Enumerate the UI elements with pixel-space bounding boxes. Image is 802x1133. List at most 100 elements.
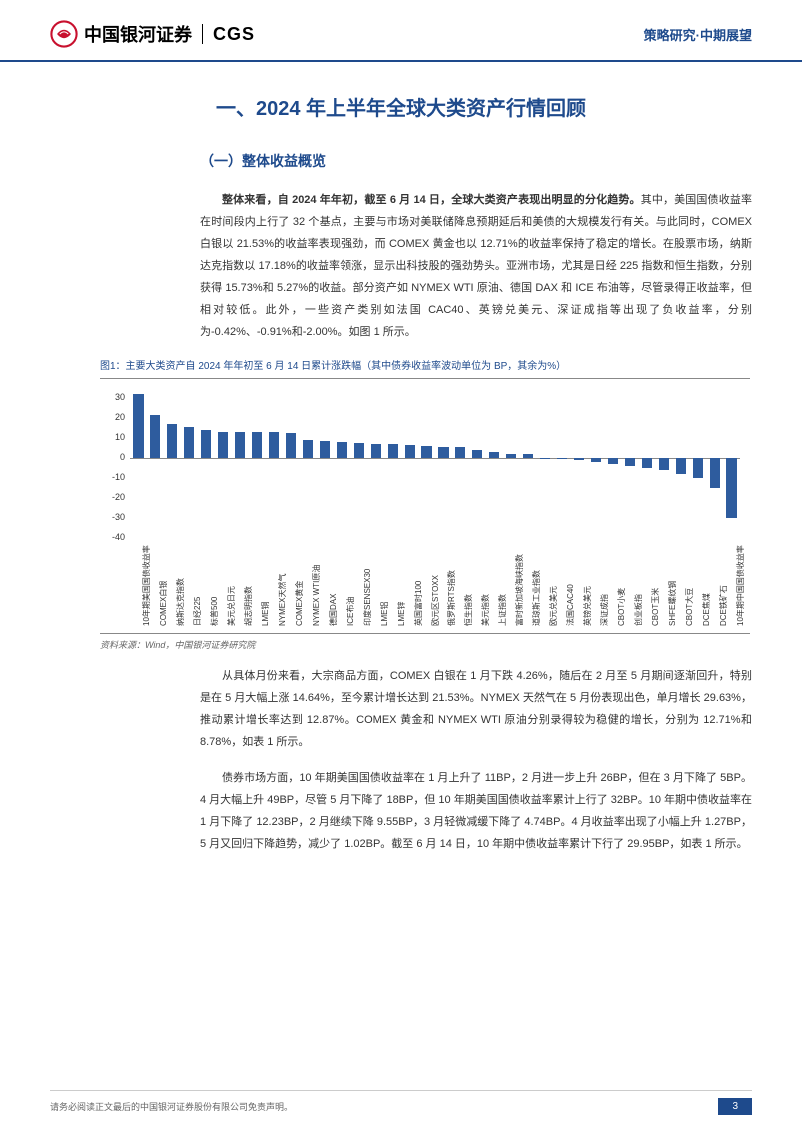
chart-bar	[506, 454, 516, 458]
x-label-wrap: CBOT大豆	[684, 626, 692, 634]
chart-bar	[320, 441, 330, 458]
chart-bar	[354, 443, 364, 458]
logo-divider	[202, 24, 203, 44]
x-category-label: 10年期美国国债收益率	[141, 545, 152, 626]
x-label-wrap: 法国CAC40	[565, 626, 573, 634]
x-label-wrap: LME铝	[379, 626, 387, 634]
x-label-wrap: 深证成指	[599, 626, 607, 634]
x-category-label: LME锌	[396, 602, 407, 626]
paragraph-2: 从具体月份来看，大宗商品方面，COMEX 白银在 1 月下跌 4.26%，随后在…	[200, 665, 752, 753]
x-category-label: 欧元区STOXX	[430, 575, 441, 626]
chart-bar	[557, 458, 567, 459]
bar-chart: -40-30-20-10010203010年期美国国债收益率COMEX白银纳斯达…	[100, 383, 750, 633]
x-category-label: 俄罗斯RTS指数	[446, 570, 457, 626]
x-label-wrap: 日经225	[192, 626, 200, 634]
chart-bar	[455, 447, 465, 458]
chart-bar	[574, 458, 584, 460]
x-label-wrap: LME锌	[396, 626, 404, 634]
x-category-label: 德国DAX	[328, 594, 339, 626]
x-label-wrap: LME铜	[260, 626, 268, 634]
x-label-wrap: CBOT小麦	[616, 626, 624, 634]
chart-bar	[438, 447, 448, 458]
x-category-label: COMEX黄金	[294, 581, 305, 626]
chart-bar	[540, 458, 550, 459]
section-title: 一、2024 年上半年全球大类资产行情回顾	[50, 92, 752, 121]
x-label-wrap: 俄罗斯RTS指数	[446, 626, 454, 634]
x-category-label: 英镑兑美元	[582, 586, 593, 626]
chart-bar	[286, 433, 296, 458]
chart-bar	[269, 432, 279, 458]
chart-source: 资料来源：Wind，中国银河证券研究院	[100, 638, 752, 651]
chart-bar	[337, 442, 347, 458]
x-category-label: DCE焦煤	[701, 593, 712, 626]
logo-text-en: CGS	[213, 24, 255, 45]
y-tick-label: -20	[100, 492, 125, 502]
x-category-label: 美元兑日元	[226, 586, 237, 626]
chart-bar	[371, 444, 381, 458]
x-label-wrap: 印度SENSEX30	[362, 626, 370, 634]
x-category-label: 深证成指	[599, 594, 610, 626]
chart-bar	[133, 394, 143, 458]
page-footer: 请务必阅读正文最后的中国银河证券股份有限公司免责声明。 3	[0, 1088, 802, 1133]
x-category-label: 上证指数	[497, 594, 508, 626]
logo-area: 中国银河证券 CGS	[50, 20, 255, 48]
x-label-wrap: 英镑兑美元	[582, 626, 590, 634]
y-tick-label: -30	[100, 512, 125, 522]
chart-bar	[235, 432, 245, 458]
x-category-label: COMEX白银	[158, 581, 169, 626]
x-category-label: DCE铁矿石	[718, 585, 729, 626]
footer-disclaimer: 请务必阅读正文最后的中国银河证券股份有限公司免责声明。	[50, 1100, 293, 1113]
x-label-wrap: DCE铁矿石	[718, 626, 726, 634]
chart-bar	[710, 458, 720, 488]
x-label-wrap: 美元指数	[480, 626, 488, 634]
x-category-label: 胡志明指数	[243, 586, 254, 626]
x-label-wrap: 上证指数	[497, 626, 505, 634]
chart-bar	[625, 458, 635, 466]
paragraph-1: 整体来看，自 2024 年年初，截至 6 月 14 日，全球大类资产表现出明显的…	[200, 189, 752, 343]
x-label-wrap: 10年期美国国债收益率	[141, 626, 149, 634]
x-category-label: CBOT大豆	[684, 588, 695, 626]
chart-bar	[167, 424, 177, 458]
page-number: 3	[718, 1098, 752, 1115]
paragraph-3: 债券市场方面，10 年期美国国债收益率在 1 月上升了 11BP，2 月进一步上…	[200, 767, 752, 855]
x-category-label: NYMEX WTI原油	[311, 565, 322, 626]
logo-text-cn: 中国银河证券	[84, 21, 192, 47]
chart-bar	[388, 444, 398, 458]
x-label-wrap: CBOT玉米	[650, 626, 658, 634]
chart-bar	[591, 458, 601, 462]
x-label-wrap: ICE布油	[345, 626, 353, 634]
x-label-wrap: 美元兑日元	[226, 626, 234, 634]
x-label-wrap: 富时新加坡海峡指数	[514, 626, 522, 634]
chart-bar	[642, 458, 652, 468]
x-category-label: 创业板指	[633, 594, 644, 626]
y-tick-label: 0	[100, 452, 125, 462]
x-category-label: LME铜	[260, 602, 271, 626]
chart-bar	[303, 440, 313, 458]
y-tick-label: 30	[100, 392, 125, 402]
chart-bar	[150, 415, 160, 458]
x-category-label: CBOT小麦	[616, 588, 627, 626]
paragraph-1-rest: 其中，美国国债收益率在时间段内上行了 32 个基点，主要与市场对美联储降息预期延…	[200, 194, 752, 338]
x-category-label: 恒生指数	[463, 594, 474, 626]
x-label-wrap: DCE焦煤	[701, 626, 709, 634]
x-label-wrap: 德国DAX	[328, 626, 336, 634]
subsection-title: （一）整体收益概览	[200, 151, 752, 171]
chart-bar	[218, 432, 228, 458]
chart-bar	[405, 445, 415, 458]
x-label-wrap: 10年期中国国债收益率	[735, 626, 743, 634]
figure-caption: 图1：主要大类资产自 2024 年年初至 6 月 14 日累计涨跌幅（其中债券收…	[100, 357, 752, 372]
y-tick-label: -10	[100, 472, 125, 482]
chart-bar	[184, 427, 194, 458]
chart-bar	[608, 458, 618, 464]
chart-bar	[472, 450, 482, 458]
chart-bar	[523, 454, 533, 458]
chart-bar	[659, 458, 669, 470]
chart-bar	[489, 452, 499, 458]
x-category-label: LME铝	[379, 602, 390, 626]
chart-bar	[676, 458, 686, 474]
chart-bar	[201, 430, 211, 458]
x-category-label: NYMEX天然气	[277, 574, 288, 626]
chart-bar	[726, 458, 736, 518]
x-category-label: SHFE螺纹钢	[667, 581, 678, 626]
x-label-wrap: COMEX白银	[158, 626, 166, 634]
